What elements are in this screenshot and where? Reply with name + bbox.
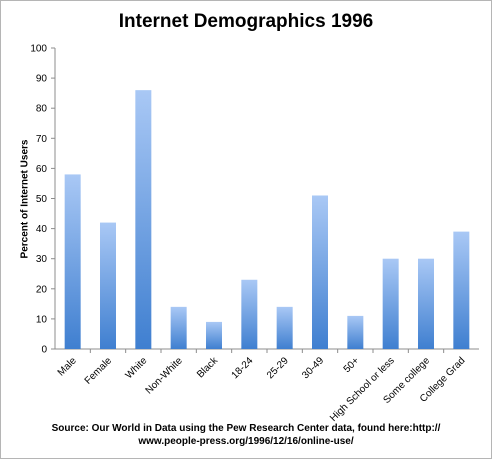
bar [135, 90, 151, 349]
y-tick-label: 10 [36, 314, 48, 325]
source-note: Source: Our World in Data using the Pew … [1, 422, 491, 448]
bar [418, 259, 434, 349]
x-tick-label: Female [83, 355, 115, 387]
source-line-2: www.people-press.org/1996/12/16/online-u… [1, 435, 491, 448]
y-tick-label: 20 [36, 284, 48, 295]
y-tick-label: 0 [41, 345, 47, 356]
y-tick-label: 70 [36, 134, 48, 145]
bar [453, 232, 469, 349]
y-tick-label: 50 [36, 194, 48, 205]
y-tick-label: 90 [36, 74, 48, 85]
y-tick-label: 80 [36, 104, 48, 115]
bar [312, 195, 328, 349]
x-tick-label: Non-White [144, 355, 185, 396]
y-tick-label: 100 [30, 44, 47, 55]
bar [100, 223, 116, 349]
source-line-1: Source: Our World in Data using the Pew … [1, 422, 491, 435]
x-tick-label: Male [56, 355, 79, 378]
x-tick-label: White [124, 355, 150, 381]
bar [206, 322, 222, 349]
bar [65, 174, 81, 349]
bar [171, 307, 187, 349]
bar [383, 259, 399, 349]
x-tick-label: 25-29 [265, 355, 291, 381]
bar [241, 280, 257, 349]
x-tick-label: 30-49 [300, 355, 326, 381]
y-tick-label: 40 [36, 224, 48, 235]
x-tick-label: High School or less [328, 355, 397, 424]
bar [347, 316, 363, 349]
x-tick-label: Black [195, 355, 221, 381]
y-tick-label: 60 [36, 164, 48, 175]
x-tick-label: 50+ [342, 355, 362, 375]
bar [277, 307, 293, 349]
y-tick-label: 30 [36, 254, 48, 265]
x-tick-label: 18-24 [230, 355, 256, 381]
